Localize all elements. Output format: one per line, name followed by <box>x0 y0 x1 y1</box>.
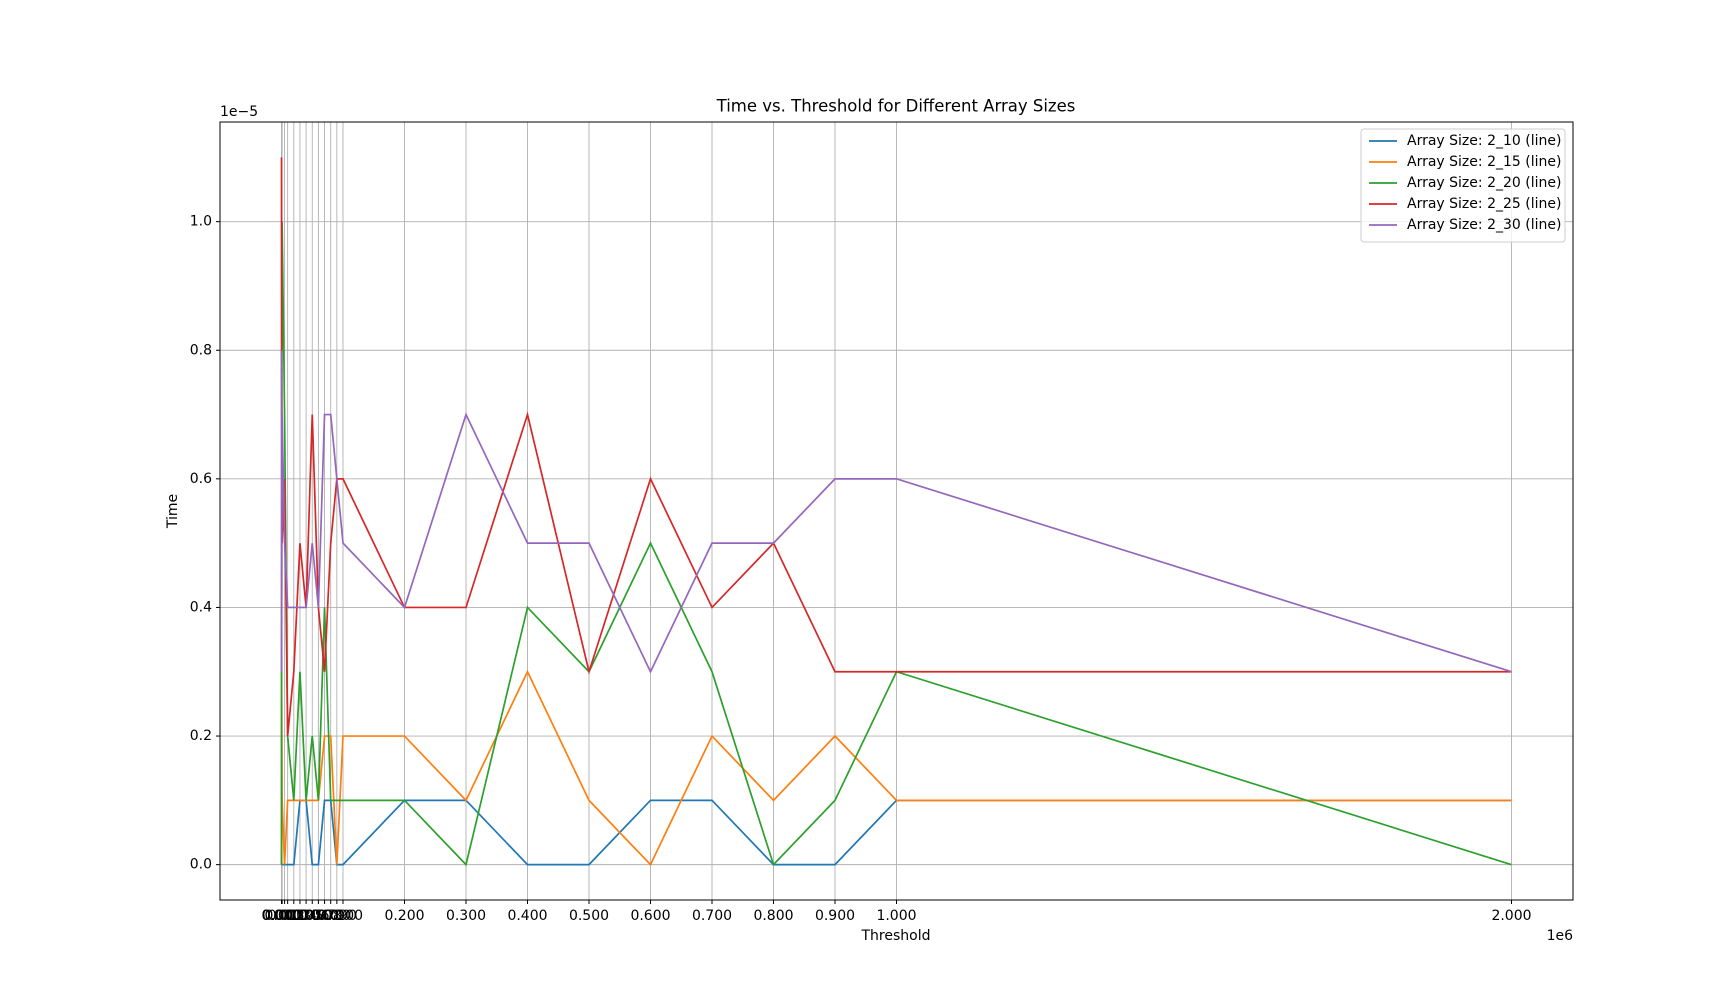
y-offset-text: 1e−5 <box>220 104 258 120</box>
x-tick-label: 0.080 <box>311 908 351 924</box>
x-tick-label: 0.040 <box>286 908 326 924</box>
x-tick-label: 0.200 <box>384 908 424 924</box>
y-tick-label: 0.2 <box>190 728 212 744</box>
legend-label: Array Size: 2_20 (line) <box>1407 175 1561 191</box>
x-tick-label: 0.600 <box>630 908 670 924</box>
x-tick-label: 0.001 <box>262 908 302 924</box>
x-tick-label: 0.000 <box>261 908 301 924</box>
plot-frame <box>219 121 1574 901</box>
x-tick-label: 0.060 <box>298 908 338 924</box>
legend-label: Array Size: 2_25 (line) <box>1407 196 1561 212</box>
legend-label: Array Size: 2_30 (line) <box>1407 217 1561 233</box>
x-tick-label: 0.100 <box>323 908 363 924</box>
y-tick-label: 0.4 <box>190 599 212 615</box>
legend-box <box>1360 128 1566 243</box>
x-tick-label: 0.400 <box>507 908 547 924</box>
x-tick-label: 0.020 <box>274 908 314 924</box>
y-tick-label: 0.0 <box>190 857 212 873</box>
legend-label: Array Size: 2_15 (line) <box>1407 154 1561 170</box>
y-tick-label: 1.0 <box>190 214 212 230</box>
x-tick-label: 0.005 <box>265 908 305 924</box>
x-tick-label: 0.000 <box>262 908 302 924</box>
x-tick-label: 0.090 <box>317 908 357 924</box>
x-tick-label: 0.300 <box>446 908 486 924</box>
y-axis-label: Time <box>165 494 181 529</box>
series-line <box>280 157 1512 737</box>
x-tick-label: 0.070 <box>305 908 345 924</box>
x-tick-label: 0.010 <box>268 908 308 924</box>
x-tick-label: 0.800 <box>753 908 793 924</box>
x-tick-label: 0.500 <box>569 908 609 924</box>
x-offset-text: 1e6 <box>1547 928 1574 944</box>
x-tick-label: 0.700 <box>692 908 732 924</box>
x-tick-label: 0.030 <box>280 908 320 924</box>
y-tick-label: 0.6 <box>190 471 212 487</box>
x-axis-label: Threshold <box>861 928 931 944</box>
x-tick-label: 0.050 <box>292 908 332 924</box>
legend-label: Array Size: 2_10 (line) <box>1407 133 1561 149</box>
x-tick-label: 1.000 <box>876 908 916 924</box>
x-tick-label: 0.900 <box>815 908 855 924</box>
y-tick-label: 0.8 <box>190 342 212 358</box>
x-tick-label: 2.000 <box>1491 908 1531 924</box>
series-line <box>280 350 1512 674</box>
chart-title: Time vs. Threshold for Different Array S… <box>716 97 1076 116</box>
series-line <box>281 799 1512 866</box>
